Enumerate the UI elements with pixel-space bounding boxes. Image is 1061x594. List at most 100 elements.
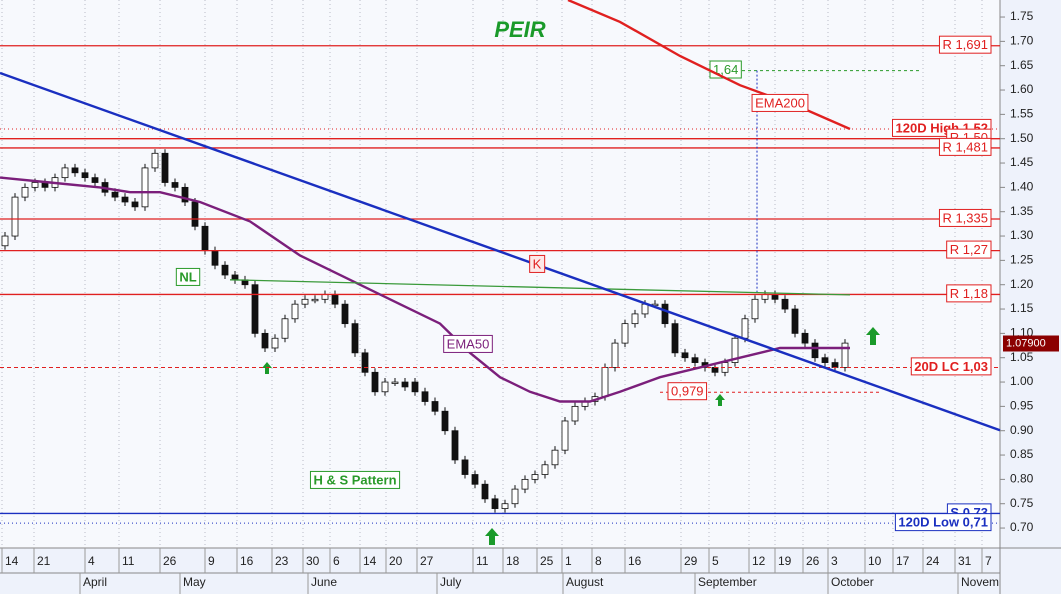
label-box <box>894 513 992 532</box>
candle <box>571 405 579 422</box>
x-tick-label: 24 <box>926 554 940 568</box>
y-tick-label: 0.85 <box>1010 447 1034 461</box>
y-tick-label: 1.55 <box>1010 107 1034 121</box>
x-tick-label: 25 <box>540 554 554 568</box>
candle <box>451 430 459 461</box>
candle <box>111 191 119 198</box>
y-tick-label: 1.75 <box>1010 9 1034 23</box>
candle <box>811 342 819 359</box>
up-arrow <box>485 528 499 545</box>
y-tick-label: 1.25 <box>1010 253 1034 267</box>
candle <box>391 381 399 384</box>
candle <box>171 182 179 188</box>
y-tick-label: 1.15 <box>1010 301 1034 315</box>
y-tick-label: 0.75 <box>1010 496 1034 510</box>
candle <box>501 503 509 509</box>
y-tick-label: 0.80 <box>1010 472 1034 486</box>
month-label: July <box>440 575 461 589</box>
annotation: EMA50 <box>447 336 490 351</box>
candle <box>441 410 449 432</box>
candle <box>421 391 429 402</box>
last-price: 1.07900 <box>1006 338 1046 350</box>
annotation: K <box>533 256 542 271</box>
label-box <box>938 208 992 227</box>
x-tick-label: 21 <box>37 554 51 568</box>
y-tick-label: 0.90 <box>1010 423 1034 437</box>
y-tick-label: 1.30 <box>1010 228 1034 242</box>
candle <box>1 235 9 247</box>
label-box <box>938 137 992 156</box>
indicator-line <box>229 279 851 296</box>
y-tick-label: 1.40 <box>1010 180 1034 194</box>
x-tick-label: 16 <box>628 554 642 568</box>
candle <box>121 196 129 203</box>
candle <box>691 357 699 363</box>
candle <box>471 474 479 485</box>
candle <box>491 498 499 509</box>
y-tick-label: 1.60 <box>1010 82 1034 96</box>
candle <box>91 177 99 183</box>
candle <box>381 381 389 393</box>
level-label: 120D Low 0,71 <box>898 515 988 530</box>
candle <box>791 308 799 334</box>
candle <box>411 381 419 393</box>
label-box <box>175 267 201 286</box>
candle <box>301 298 309 305</box>
candle <box>711 367 719 373</box>
label-box <box>443 334 493 353</box>
arrows <box>262 327 880 545</box>
chart-title: PEIR <box>494 17 545 42</box>
y-tick-label: 1.00 <box>1010 374 1034 388</box>
x-tick-label: 17 <box>896 554 910 568</box>
candle <box>201 225 209 252</box>
month-label: October <box>831 575 874 589</box>
x-tick-label: 19 <box>778 554 792 568</box>
x-tick-label: 7 <box>985 554 992 568</box>
candle <box>321 294 329 300</box>
candle <box>781 298 789 310</box>
level-label: R 1,481 <box>942 139 988 154</box>
candle <box>611 342 619 368</box>
candle <box>641 303 649 315</box>
candle <box>461 459 469 475</box>
up-arrow <box>715 394 725 406</box>
y-tick-label: 0.95 <box>1010 399 1034 413</box>
label-box <box>667 382 708 401</box>
label-box <box>946 240 992 259</box>
candle <box>261 332 269 349</box>
candle <box>21 186 29 198</box>
x-tick-label: 14 <box>363 554 377 568</box>
candle <box>601 367 609 398</box>
candle <box>141 167 149 208</box>
candle <box>71 167 79 174</box>
x-tick-label: 23 <box>275 554 289 568</box>
x-tick-label: 29 <box>684 554 698 568</box>
last-price-box <box>1003 335 1059 352</box>
candle <box>621 323 629 344</box>
candle <box>841 342 849 368</box>
x-tick-label: 12 <box>752 554 766 568</box>
candle <box>521 478 529 490</box>
x-tick-label: 30 <box>306 554 320 568</box>
up-arrow <box>262 362 272 374</box>
candle <box>361 352 369 373</box>
candles <box>1 149 849 513</box>
label-box <box>910 357 992 376</box>
candle <box>431 401 439 412</box>
candle <box>81 172 89 179</box>
candle <box>561 420 569 451</box>
x-tick-label: 10 <box>868 554 882 568</box>
month-label: Novem <box>961 575 999 589</box>
candle <box>281 318 289 339</box>
label-box <box>946 284 992 303</box>
candle <box>751 298 759 320</box>
candle <box>211 250 219 266</box>
candle <box>271 337 279 349</box>
label-box <box>751 93 809 112</box>
x-tick-label: 11 <box>476 554 489 568</box>
y-tick-label: 1.65 <box>1010 58 1034 72</box>
candle <box>661 303 669 325</box>
annotation: NL <box>179 269 196 284</box>
